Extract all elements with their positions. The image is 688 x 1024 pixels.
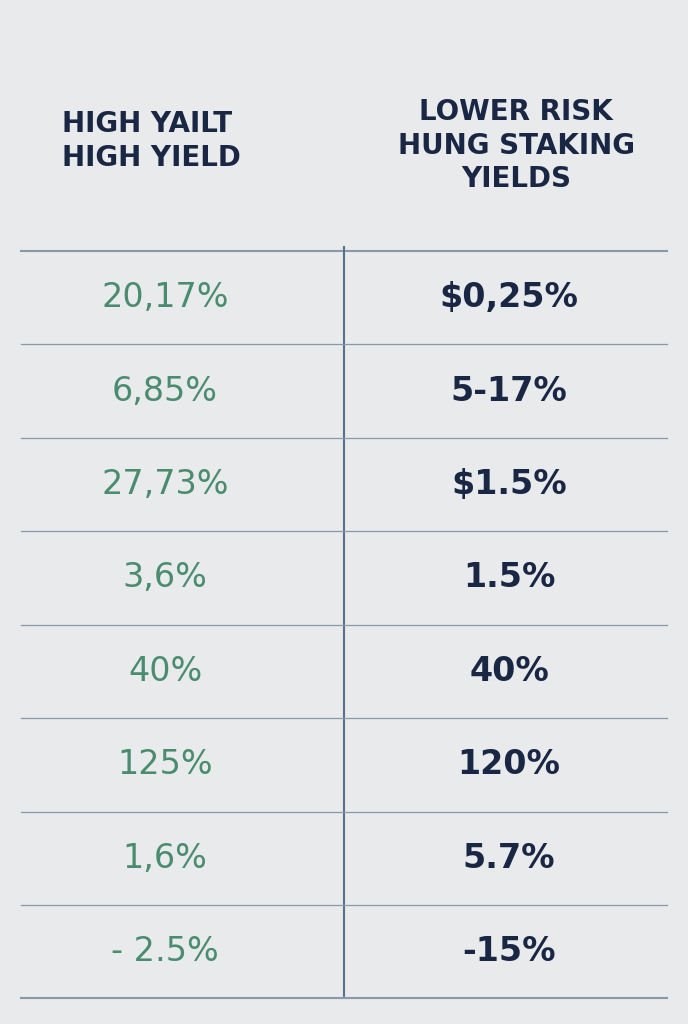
Text: 1.5%: 1.5% [463, 561, 555, 594]
Text: -15%: -15% [462, 935, 556, 968]
Text: 5.7%: 5.7% [463, 842, 555, 874]
Text: $1.5%: $1.5% [451, 468, 567, 501]
Text: HIGH YAILT
HIGH YIELD: HIGH YAILT HIGH YIELD [62, 110, 241, 172]
Text: LOWER RISK
HUNG STAKING
YIELDS: LOWER RISK HUNG STAKING YIELDS [398, 98, 634, 194]
Text: 5-17%: 5-17% [451, 375, 568, 408]
Text: 120%: 120% [458, 749, 561, 781]
Text: $0,25%: $0,25% [440, 282, 579, 314]
Text: 40%: 40% [128, 655, 202, 688]
Text: 3,6%: 3,6% [122, 561, 208, 594]
Text: 40%: 40% [469, 655, 549, 688]
Text: - 2.5%: - 2.5% [111, 935, 219, 968]
Text: 20,17%: 20,17% [101, 282, 229, 314]
Text: 6,85%: 6,85% [112, 375, 218, 408]
Text: 1,6%: 1,6% [122, 842, 208, 874]
Text: 125%: 125% [118, 749, 213, 781]
Text: 27,73%: 27,73% [101, 468, 229, 501]
